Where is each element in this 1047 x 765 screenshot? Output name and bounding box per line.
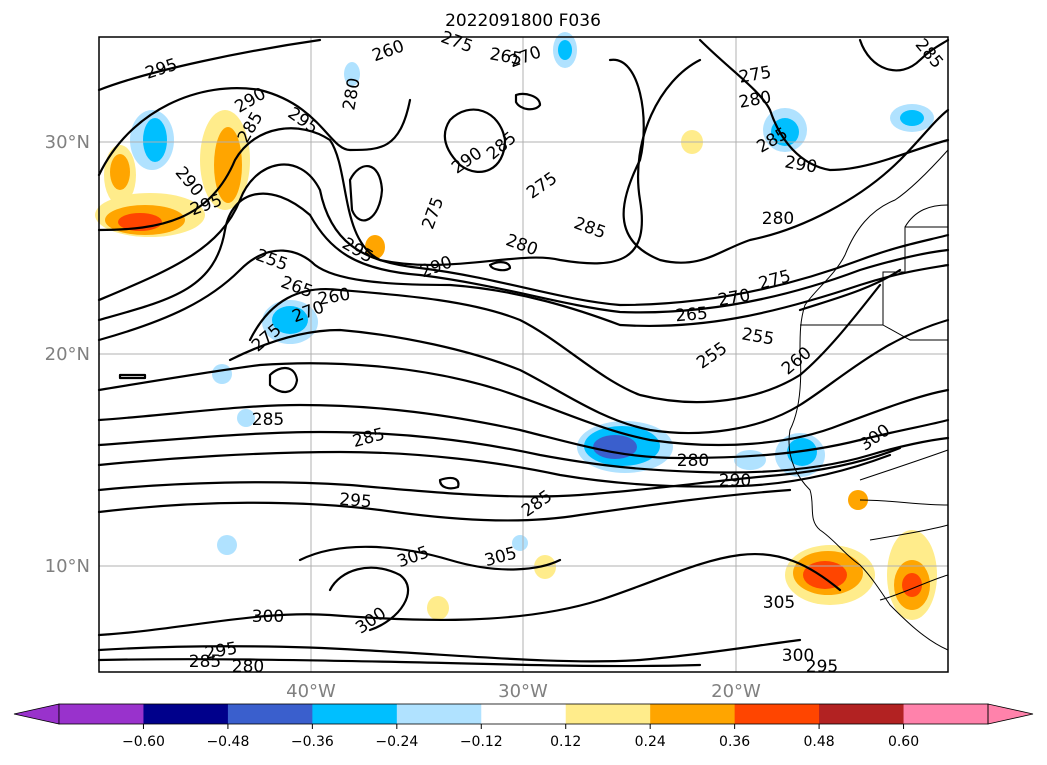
colorbar-tick-label: 0.48 <box>804 734 835 750</box>
colorbar-segment <box>903 704 989 724</box>
colorbar-tick-label: 0.36 <box>719 734 750 750</box>
colorbar-segment <box>565 704 651 724</box>
contour-label: 295 <box>806 657 838 677</box>
contour-label: 280 <box>762 209 794 229</box>
longitude-labels: 40°W 30°W 20°W <box>286 681 761 702</box>
contour-label: 295 <box>338 490 372 513</box>
colorbar-segments <box>59 704 989 724</box>
contour-label: 290 <box>719 471 751 491</box>
colorbar-segment <box>59 704 144 724</box>
contour-label: 280 <box>677 451 709 471</box>
contour-label: 300 <box>782 646 814 666</box>
colorbar-tick-label: −0.60 <box>122 734 165 750</box>
colorbar-segment <box>312 704 398 724</box>
map-panel: 295 290 295 285 290 295 255 265 260 270 … <box>95 27 950 677</box>
contour-label: 265 <box>675 304 709 327</box>
colorbar-tick-label: 0.12 <box>550 734 581 750</box>
lat-label-20n: 20°N <box>45 344 90 365</box>
contour-label: 285 <box>252 410 284 430</box>
colorbar-ticks: −0.60 −0.48 −0.36 −0.24 −0.12 0.12 0.24 0.36 0.4… <box>122 724 919 750</box>
map-title: 2022091800 F036 <box>445 11 601 31</box>
lon-label-20w: 20°W <box>711 681 761 702</box>
colorbar-tick-label: −0.24 <box>375 734 418 750</box>
colorbar: −0.60 −0.48 −0.36 −0.24 −0.12 0.12 0.24 0.36 0.4… <box>13 703 1034 750</box>
contour-label: 285 <box>189 652 221 672</box>
contour-lines <box>97 38 950 668</box>
lat-label-30n: 30°N <box>45 132 90 153</box>
colorbar-frame <box>58 703 989 725</box>
contour-label: 280 <box>232 657 264 677</box>
colorbar-tick-label: −0.36 <box>291 734 334 750</box>
lon-label-30w: 30°W <box>498 681 548 702</box>
contour-label: 300 <box>252 607 284 627</box>
colorbar-segment <box>819 704 905 724</box>
colorbar-segment <box>143 704 229 724</box>
contour-label: 305 <box>763 593 795 613</box>
colorbar-extend-high <box>987 703 1034 725</box>
lat-label-10n: 10°N <box>45 556 90 577</box>
colorbar-tick-label: 0.24 <box>635 734 666 750</box>
map-frame <box>98 36 949 673</box>
latitude-labels: 30°N 20°N 10°N <box>45 132 90 577</box>
colorbar-segment <box>650 704 736 724</box>
colorbar-extend-low <box>13 703 60 725</box>
colorbar-tick-label: −0.12 <box>460 734 503 750</box>
lon-label-40w: 40°W <box>286 681 336 702</box>
colorbar-segment <box>734 704 820 724</box>
coastline <box>788 149 949 651</box>
colorbar-tick-label: 0.60 <box>888 734 919 750</box>
colorbar-tick-label: −0.48 <box>206 734 249 750</box>
colorbar-segment <box>227 704 313 724</box>
colorbar-segment <box>481 704 567 724</box>
colorbar-segment <box>396 704 482 724</box>
